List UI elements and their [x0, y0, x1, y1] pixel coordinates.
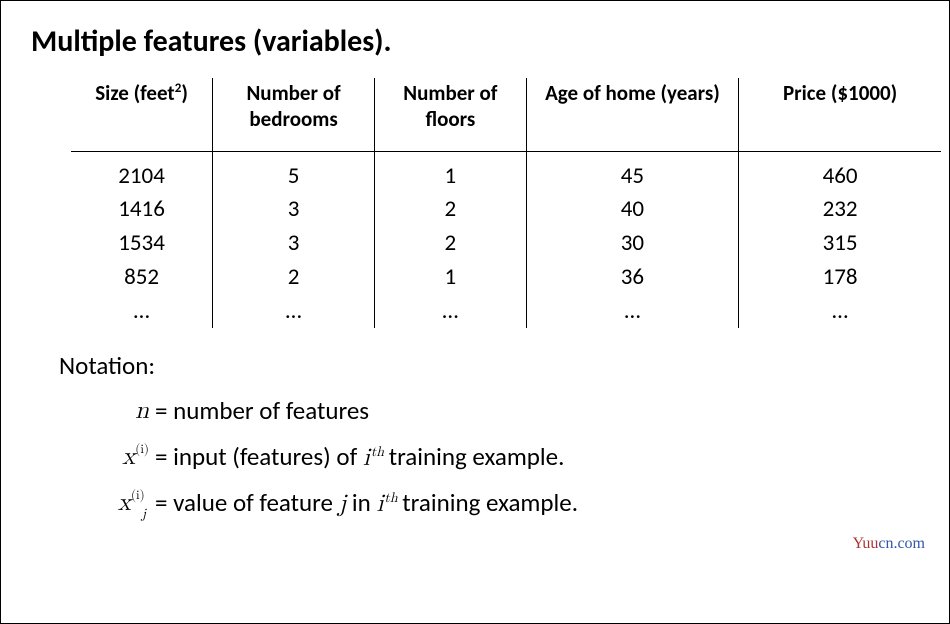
col-header: Size (feet2): [71, 78, 213, 151]
notation-line-xij: x(i) j = value of feature j in ith traini…: [89, 483, 919, 523]
cell: 232: [739, 192, 941, 226]
def-xij: = value of feature j in ith training exa…: [155, 487, 578, 519]
xij-sub: j: [142, 507, 146, 521]
symbol-xij: x(i) j: [89, 488, 155, 518]
col-header: Age of home (years): [526, 78, 738, 151]
cell: 1: [374, 260, 526, 294]
notation-heading: Notation:: [59, 350, 919, 381]
def-xij-b: in: [346, 487, 376, 518]
cell: 1416: [71, 192, 213, 226]
cell: 40: [526, 192, 738, 226]
def-xi: = input (features) of ith training examp…: [155, 441, 564, 473]
notation-line-n: n = number of features: [89, 391, 919, 431]
cell: 460: [739, 151, 941, 192]
slide-title: Multiple features (variables).: [31, 23, 919, 60]
table-row: 1534 3 2 30 315: [71, 226, 941, 260]
cell: 852: [71, 260, 213, 294]
cell: 3: [213, 226, 375, 260]
ith-th: th: [371, 445, 384, 459]
xi-base: x: [122, 444, 135, 469]
watermark-b: cn.com: [878, 535, 925, 552]
cell: 3: [213, 192, 375, 226]
cell: …: [213, 294, 375, 328]
def-xij-c: training example.: [397, 487, 578, 518]
cell: 2: [374, 226, 526, 260]
cell: …: [526, 294, 738, 328]
cell: 2: [374, 192, 526, 226]
cell: 36: [526, 260, 738, 294]
table-header-row: Size (feet2) Number of bedrooms Number o…: [71, 78, 941, 151]
xij-sup: (i): [131, 489, 145, 502]
def-xi-b: training example.: [383, 441, 564, 472]
cell: …: [739, 294, 941, 328]
table-row: 2104 5 1 45 460: [71, 151, 941, 192]
ith-i: i: [363, 445, 370, 470]
cell: 2104: [71, 151, 213, 192]
table-row: 1416 3 2 40 232: [71, 192, 941, 226]
def-n: = number of features: [155, 395, 369, 426]
cell: 30: [526, 226, 738, 260]
watermark: Yuucn.com: [853, 535, 925, 553]
col-header: Price ($1000): [739, 78, 941, 151]
ith-i-2: i: [376, 491, 383, 516]
cell: …: [374, 294, 526, 328]
watermark-a: Yuu: [853, 535, 879, 552]
symbol-n: n: [89, 396, 155, 426]
features-table: Size (feet2) Number of bedrooms Number o…: [71, 78, 941, 328]
symbol-xi: x(i): [89, 442, 155, 472]
cell: 315: [739, 226, 941, 260]
xi-sup: (i): [135, 443, 149, 456]
def-xi-a: = input (features) of: [155, 441, 363, 472]
table-row: 852 2 1 36 178: [71, 260, 941, 294]
col-header: Number of floors: [374, 78, 526, 151]
cell: 45: [526, 151, 738, 192]
col-header: Number of bedrooms: [213, 78, 375, 151]
cell: 178: [739, 260, 941, 294]
ith-th-2: th: [384, 491, 397, 505]
def-xij-a: = value of feature: [155, 487, 339, 518]
cell: 1534: [71, 226, 213, 260]
cell: 5: [213, 151, 375, 192]
notation-line-xi: x(i) = input (features) of ith training …: [89, 437, 919, 477]
notation-block: n = number of features x(i) = input (fea…: [89, 391, 919, 523]
cell: …: [71, 294, 213, 328]
cell: 2: [213, 260, 375, 294]
xij-base: x: [118, 490, 131, 515]
cell: 1: [374, 151, 526, 192]
table-row: … … … … …: [71, 294, 941, 328]
